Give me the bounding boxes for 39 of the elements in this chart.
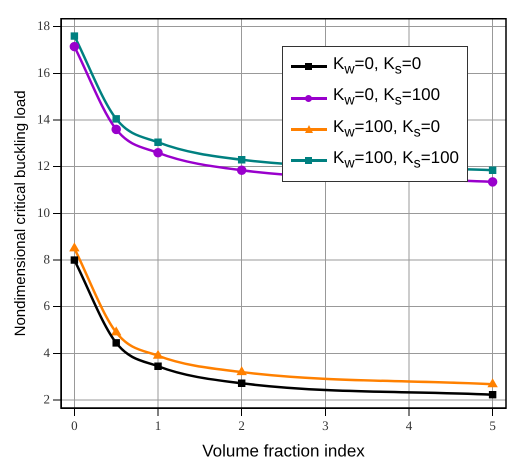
x-tick-label: 0 [71,418,78,434]
y-tick-label: 6 [44,298,50,314]
legend-label: K$_{w}$=100, K$_{s}$=100 [332,147,459,174]
y-tick-label: 16 [37,64,50,80]
point [70,32,78,40]
point [237,367,246,376]
x-axis-title: Volume fraction index [202,441,366,460]
x-tick-label: 5 [489,418,496,434]
point [238,156,246,164]
point [238,380,246,387]
point [112,339,120,347]
point [111,124,121,134]
point [488,177,498,187]
point [70,256,78,264]
point [154,362,162,370]
point [488,390,496,398]
y-tick-label: 10 [37,204,50,220]
x-tick-label: 2 [238,418,245,434]
y-tick-label: 4 [44,344,50,360]
y-tick-label: 12 [37,158,50,174]
point [154,138,162,146]
point [154,350,162,359]
x-tick-label: 4 [406,418,413,434]
y-tick-label: 14 [37,111,50,126]
legend-label: K$_{w}$=0, K$_{s}$=100 [332,84,440,111]
y-tick-label: 8 [44,251,50,266]
point [488,166,496,174]
x-tick-label: 3 [322,418,329,434]
point [112,115,120,123]
y-tick-label: 2 [44,391,50,406]
x-tick-label: 1 [154,418,162,434]
point [236,165,246,175]
point [70,42,80,52]
legend-label: K$_{w}$=0, K$_{s}$=0 [332,53,422,80]
point [488,379,497,388]
legend-label: K$_{w}$=100, K$_{s}$=0 [332,116,440,142]
y-axis-title: Nondimensional critical buckling load [12,90,30,336]
y-tick-label: 18 [37,18,50,34]
point [153,148,163,158]
